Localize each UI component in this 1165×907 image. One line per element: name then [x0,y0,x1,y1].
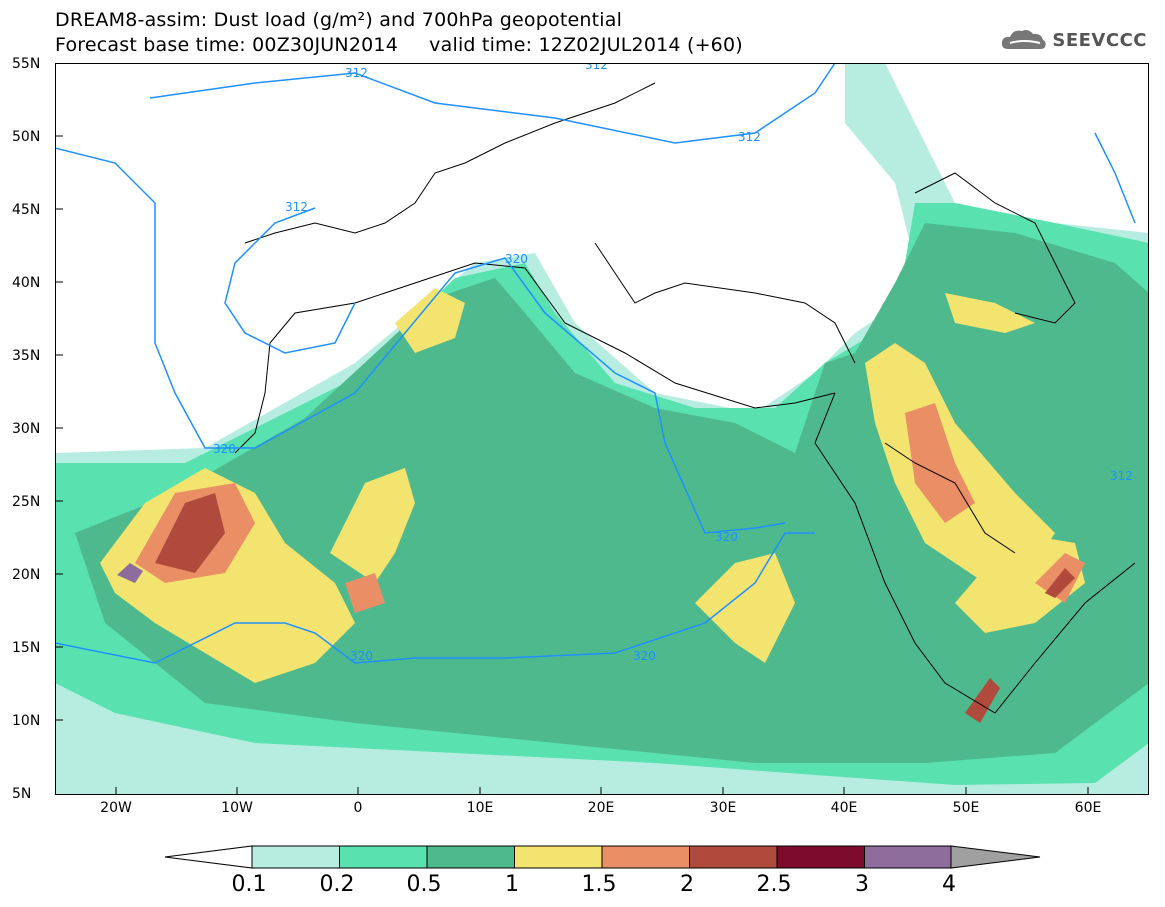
contour-label: 320 [633,649,656,663]
dust-band-1-b [330,468,415,583]
lat-label-20n: 20N [12,567,41,583]
dust-band-2-a [155,493,225,573]
legend-label: 3 [855,872,869,897]
lon-label-10w: 10W [221,800,253,816]
legend-label: 1 [505,872,519,897]
legend-label: 2 [680,872,694,897]
legend-box [514,845,603,869]
legend-box [601,845,690,869]
dust-band-2-b [1045,568,1075,598]
contour-label: 320 [213,442,236,456]
legend-box [251,845,340,869]
legend-box [339,845,428,869]
lon-label-50e: 50E [952,800,980,816]
lat-label-50n: 50N [12,129,41,145]
legend-box [864,845,953,869]
lon-label-60e: 60E [1074,800,1102,816]
legend-box [426,845,515,869]
lon-label-0: 0 [353,800,363,816]
geopotential-contours [55,63,1136,664]
lon-label-30e: 30E [709,800,737,816]
logo-text: SEEVCCC [1052,29,1147,51]
legend-color-boxes [251,845,953,869]
lat-label-40n: 40N [12,275,41,291]
legend-box [776,845,865,869]
legend-label: 0.2 [319,872,355,897]
contour-label: 320 [350,649,373,663]
dust-load-map: 312 312 312 312 320 320 320 320 320 312 [55,63,1149,795]
lat-label-30n: 30N [12,421,41,437]
lon-label-40e: 40E [830,800,858,816]
map-subtitle: Forecast base time: 00Z30JUN2014 valid t… [55,34,743,56]
legend-label: 2.5 [756,872,792,897]
lon-label-10e: 10E [466,800,494,816]
seevccc-logo: SEEVCCC [1000,26,1147,54]
contour-label: 312 [738,130,761,144]
contour-labels: 312 312 312 312 320 320 320 320 320 312 [213,63,1133,663]
lat-label-15n: 15N [12,640,41,656]
map-border [55,63,1149,795]
dust-band-1.5-b [905,403,975,523]
dust-band-1-e [955,533,1085,633]
contour-label: 320 [715,530,738,544]
dust-band-3 [117,563,143,583]
cloud-icon [1002,30,1047,49]
map-title: DREAM8-assim: Dust load (g/m²) and 700hP… [55,9,623,31]
dust-band-1.5-d [345,573,385,613]
contour-label: 320 [505,252,528,266]
legend-label: 1.5 [581,872,617,897]
dust-band-1-f [945,293,1035,333]
contour-label: 312 [345,66,368,80]
axis-ticks [55,135,1089,795]
dust-band-1-c [865,343,1055,583]
lat-label-5n: 5N [12,786,32,802]
lat-label-25n: 25N [12,494,41,510]
legend-label: 0.1 [231,872,267,897]
dust-band-2-c [965,678,1000,723]
lat-label-10n: 10N [12,713,41,729]
legend-under-arrow [164,845,253,869]
lat-label-45n: 45N [12,202,41,218]
legend-box [689,845,778,869]
dust-band-1-d [695,553,795,663]
dust-band-1-g [395,288,465,353]
lon-label-20w: 20W [100,800,132,816]
legend-label: 0.5 [406,872,442,897]
contour-label: 312 [1110,469,1133,483]
legend-label: 4 [942,872,956,897]
contour-label: 312 [585,63,608,72]
legend-over-arrow [950,845,1041,869]
contour-label: 312 [285,200,308,214]
color-legend [164,845,1041,869]
lat-label-55n: 55N [12,56,41,72]
dust-field [55,63,1149,795]
lon-label-20e: 20E [587,800,615,816]
lat-label-35n: 35N [12,348,41,364]
